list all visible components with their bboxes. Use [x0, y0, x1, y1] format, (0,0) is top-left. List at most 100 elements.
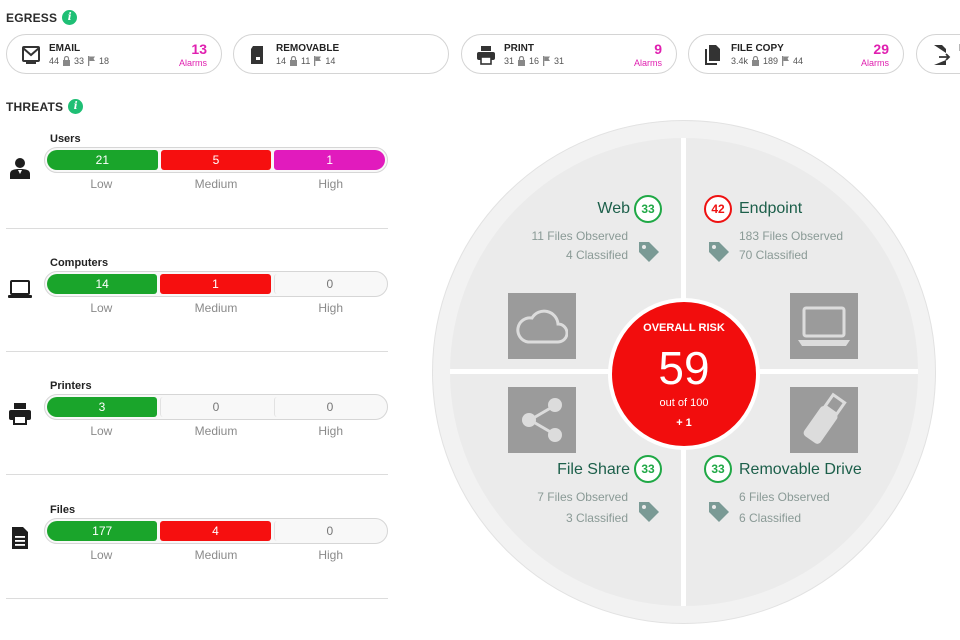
share-tile	[508, 387, 576, 453]
tag-icon	[639, 502, 659, 522]
alarm-label: Alarms	[178, 58, 207, 68]
file-copy-icon	[705, 45, 720, 65]
export-icon	[934, 45, 951, 65]
quadrant-title: Removable Drive	[739, 461, 862, 478]
low-segment[interactable]: 3	[47, 397, 157, 417]
threat-bar: 14 1 0	[44, 271, 388, 297]
egress-section-title: EGRESS i	[6, 10, 78, 25]
lock-icon	[752, 56, 760, 66]
threat-row-users: Users 21 5 1 Low Medium High	[6, 133, 388, 223]
lock-icon	[290, 56, 298, 66]
threat-label: Computers	[50, 257, 109, 269]
alarm-label: Alarms	[633, 58, 662, 68]
medium-segment[interactable]: 1	[160, 274, 271, 294]
egress-stats: 44 33 18	[49, 56, 110, 66]
alarm-count: 13	[191, 41, 207, 57]
low-segment[interactable]: 21	[47, 150, 158, 170]
lock-icon	[63, 56, 71, 66]
level-labels: Low Medium High	[90, 548, 344, 562]
quadrant-stats: 183 Files Observed 70 Classified	[739, 229, 844, 262]
document-icon	[12, 527, 28, 549]
egress-card-email[interactable]: EMAIL 44 33 18 13 Alarms	[6, 34, 222, 74]
usb-tile	[790, 387, 858, 453]
tag-icon	[639, 242, 659, 262]
overall-risk-out-of: out of 100	[659, 397, 709, 409]
threat-bar: 177 4 0	[44, 518, 388, 544]
tag-icon	[709, 242, 729, 262]
threat-label: Printers	[50, 380, 92, 392]
threat-label: Files	[50, 504, 76, 516]
score-badge: 42	[704, 195, 732, 223]
flag-icon	[88, 56, 96, 66]
laptop-icon	[8, 280, 32, 298]
quadrant-stats: 7 Files Observed 3 Classified	[537, 490, 628, 525]
egress-cards: EMAIL 44 33 18 13 Alarms REMOVABLE 14 11…	[6, 34, 960, 76]
egress-name: FILE COPY	[731, 43, 784, 54]
tag-icon	[709, 502, 729, 522]
user-icon	[10, 158, 30, 179]
flag-icon	[314, 56, 322, 66]
info-icon[interactable]: i	[68, 99, 84, 114]
quadrant-title: Endpoint	[739, 200, 803, 217]
divider	[6, 474, 388, 475]
alarm-label: Alarms	[860, 58, 889, 68]
egress-card-file-copy[interactable]: FILE COPY 3.4k 189 44 29 Alarms	[688, 34, 904, 74]
score-badge: 33	[634, 195, 662, 223]
egress-name: EMAIL	[49, 43, 81, 54]
quadrant-stats: 11 Files Observed 4 Classified	[531, 229, 629, 262]
egress-card-partial[interactable]: F	[916, 34, 960, 74]
info-icon[interactable]: i	[62, 10, 78, 25]
usb-drive-icon	[803, 392, 847, 444]
egress-card-print[interactable]: PRINT 31 16 31 9 Alarms	[461, 34, 677, 74]
divider	[6, 598, 388, 599]
medium-segment[interactable]: 0	[160, 397, 271, 417]
level-labels: Low Medium High	[90, 301, 344, 315]
overall-risk-circle[interactable]: OVERALL RISK 59 out of 100 + 1	[612, 302, 756, 446]
share-icon	[522, 398, 562, 442]
overall-risk-score: 59	[658, 342, 710, 394]
quadrant-title: Web	[597, 200, 630, 217]
flag-icon	[543, 56, 551, 66]
divider	[6, 228, 388, 229]
quadrant-title: File Share	[557, 461, 630, 478]
overall-risk-delta: + 1	[676, 417, 692, 429]
laptop-icon	[798, 306, 850, 346]
high-segment[interactable]: 0	[274, 397, 385, 417]
egress-stats: 31 16 31	[504, 56, 565, 66]
email-icon	[22, 46, 40, 64]
laptop-tile	[790, 293, 858, 359]
threat-row-printers: Printers 3 0 0 Low Medium High	[6, 380, 388, 470]
threat-bar: 21 5 1	[44, 147, 388, 173]
egress-stats: 14 11 14	[276, 56, 336, 66]
printer-icon	[9, 403, 31, 425]
threat-bar: 3 0 0	[44, 394, 388, 420]
level-labels: Low Medium High	[90, 424, 344, 438]
alarm-count: 29	[873, 41, 889, 57]
low-segment[interactable]: 177	[47, 521, 158, 541]
score-badge: 33	[634, 455, 662, 483]
egress-card-removable[interactable]: REMOVABLE 14 11 14	[233, 34, 449, 74]
low-segment[interactable]: 14	[47, 274, 158, 294]
removable-icon	[251, 46, 263, 64]
overall-risk-title: OVERALL RISK	[643, 322, 725, 334]
threat-label: Users	[50, 133, 81, 145]
medium-segment[interactable]: 5	[160, 150, 272, 170]
flag-icon	[782, 56, 790, 66]
threat-row-computers: Computers 14 1 0 Low Medium High	[6, 257, 388, 347]
medium-segment[interactable]: 4	[160, 521, 271, 541]
print-icon	[477, 46, 495, 65]
threats-section-title: THREATS i	[6, 99, 84, 114]
egress-stats: 3.4k 189 44	[731, 56, 804, 66]
level-labels: Low Medium High	[90, 177, 344, 191]
egress-name: REMOVABLE	[276, 43, 340, 54]
high-segment[interactable]: 1	[274, 150, 386, 170]
high-segment[interactable]: 0	[273, 521, 385, 541]
egress-name: PRINT	[504, 43, 534, 54]
lock-icon	[518, 56, 526, 66]
alarm-count: 9	[654, 41, 662, 57]
score-badge: 33	[704, 455, 732, 483]
high-segment[interactable]: 0	[273, 274, 385, 294]
threat-row-files: Files 177 4 0 Low Medium High	[6, 504, 388, 594]
divider	[6, 351, 388, 352]
cloud-icon	[516, 309, 568, 344]
